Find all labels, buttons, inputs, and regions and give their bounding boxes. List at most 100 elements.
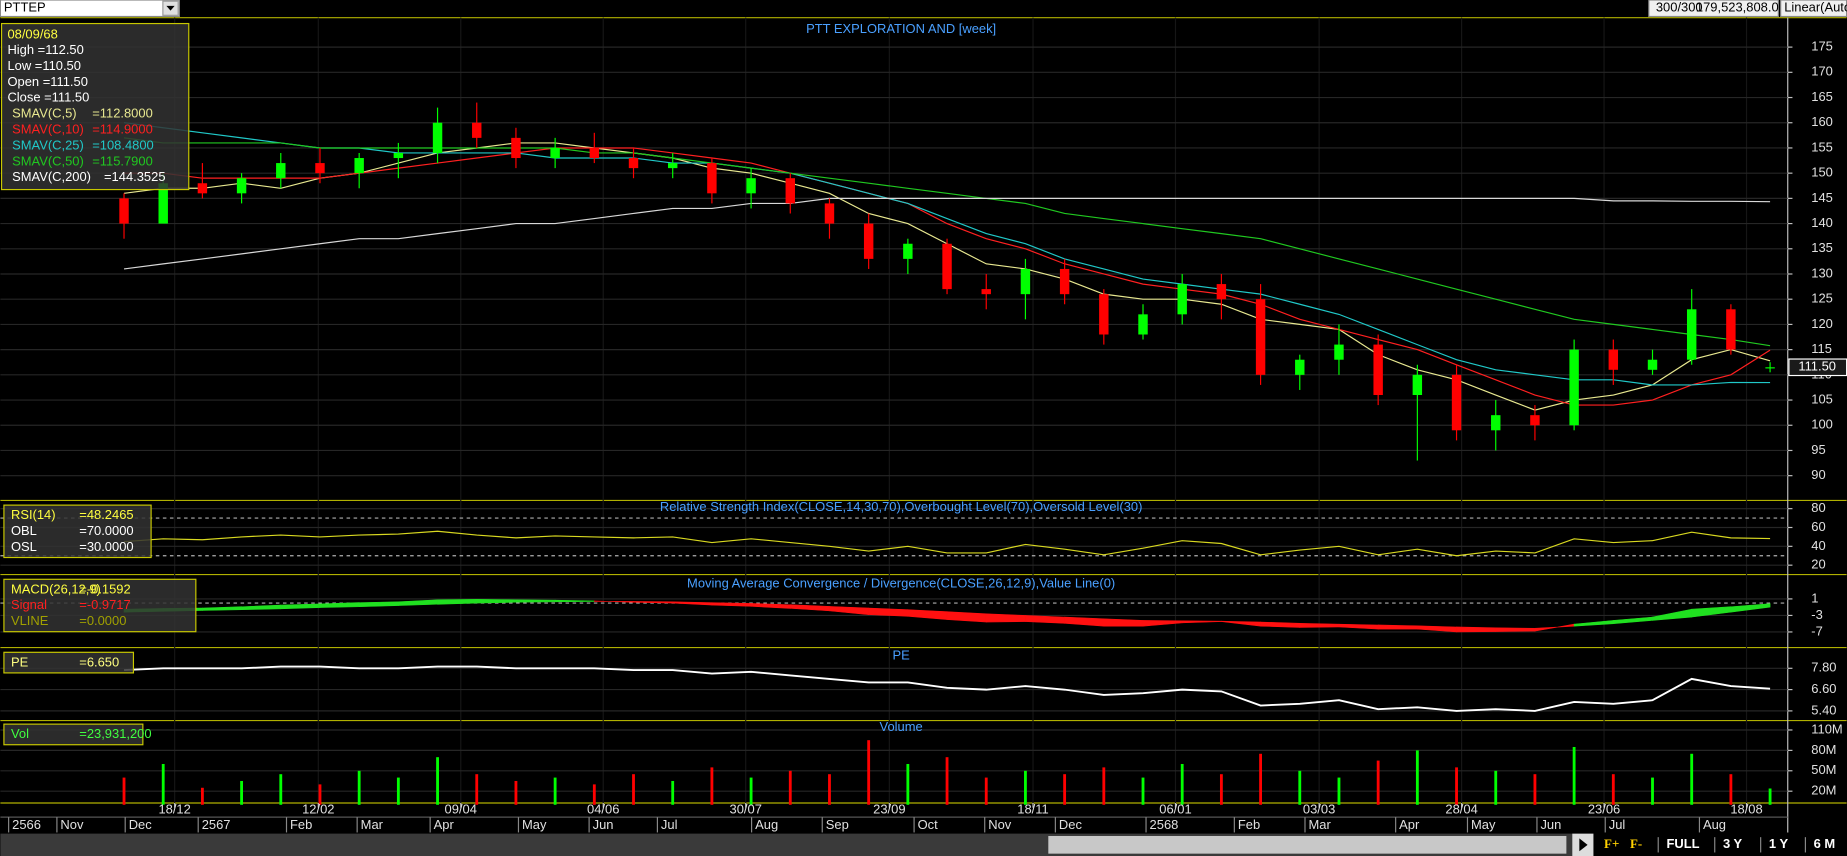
- range-button[interactable]: 6 M: [1814, 836, 1836, 851]
- y-tick-label: 105: [1811, 391, 1833, 406]
- candle-body: [1216, 284, 1227, 300]
- volume-bar: [671, 780, 675, 805]
- volume-bar: [788, 770, 792, 805]
- legend-name: OBL: [11, 523, 37, 538]
- month-label: Apr: [1399, 817, 1420, 832]
- volume-bar: [1494, 770, 1498, 805]
- macd-band: [1299, 623, 1340, 628]
- volume-bar: [279, 774, 283, 805]
- y-tick-label: 40: [1811, 538, 1825, 553]
- volume-bar: [240, 780, 244, 805]
- candle-body: [1608, 349, 1619, 370]
- month-label: Aug: [1703, 817, 1726, 832]
- info-line: Open =111.50: [7, 74, 87, 89]
- y-tick-label: 120: [1811, 316, 1833, 331]
- legend-name: Vol: [11, 726, 29, 741]
- month-label: Apr: [434, 817, 455, 832]
- month-label: May: [1471, 817, 1496, 832]
- date-label: 18/12: [158, 802, 190, 817]
- month-label: Jul: [1609, 817, 1626, 832]
- y-tick-label: 7.80: [1811, 660, 1836, 675]
- month-label: Feb: [290, 817, 312, 832]
- y-tick-label: 5.40: [1811, 702, 1836, 717]
- macd-band: [1495, 627, 1536, 632]
- macd-band: [1377, 624, 1418, 630]
- date-label: 03/03: [1303, 802, 1335, 817]
- volume-bar: [632, 774, 635, 805]
- y-tick-label: 110M: [1811, 721, 1842, 736]
- month-label: 2568: [1150, 817, 1179, 832]
- candle-body: [1491, 415, 1501, 431]
- month-label: Feb: [1238, 817, 1260, 832]
- volume-bar: [1141, 777, 1145, 805]
- volume-bar: [396, 777, 400, 805]
- pe-line: [123, 665, 1771, 712]
- date-label: 18/11: [1017, 802, 1048, 817]
- date-label: 04/06: [587, 802, 619, 817]
- volume-bar: [749, 777, 753, 805]
- status-box: [1648, 0, 1779, 18]
- last-price-label: 111.50: [1798, 359, 1836, 374]
- scale-text: Linear(Auto: [1784, 0, 1847, 15]
- volume-bar: [1337, 777, 1341, 805]
- candle-body: [393, 152, 404, 159]
- macd-band: [476, 599, 517, 604]
- candle-body: [432, 122, 443, 153]
- candle-body: [197, 183, 208, 194]
- candle-body: [1686, 309, 1697, 360]
- volume-bar: [436, 757, 439, 805]
- volume-bar: [1651, 777, 1654, 805]
- candle-body: [119, 198, 129, 224]
- volume-bar: [553, 777, 557, 805]
- macd-band: [985, 613, 1026, 623]
- y-tick-label: 155: [1811, 139, 1833, 154]
- legend-value: =0.0000: [79, 613, 126, 628]
- volume-bar: [1102, 767, 1106, 805]
- month-label: Sep: [826, 817, 849, 832]
- month-label: May: [522, 817, 547, 832]
- y-tick-label: 140: [1811, 215, 1833, 230]
- info-line: Low =110.50: [7, 58, 81, 73]
- range-button[interactable]: 3 Y: [1723, 836, 1743, 851]
- month-label: Dec: [1059, 817, 1083, 832]
- symbol-box[interactable]: [0, 0, 180, 18]
- macd-band: [1730, 603, 1771, 613]
- volume-bar: [1063, 774, 1067, 805]
- macd-band: [868, 607, 909, 617]
- legend-value: =30.0000: [79, 539, 133, 554]
- candle-body: [942, 243, 952, 290]
- volume-bar: [945, 757, 949, 805]
- candle-body: [1020, 268, 1031, 295]
- y-tick-label: 20: [1811, 557, 1825, 572]
- y-tick-label: 50M: [1811, 762, 1836, 777]
- zoom-button: F+: [1604, 836, 1619, 851]
- volume-bar: [1180, 763, 1184, 805]
- volume-bar: [1690, 753, 1694, 805]
- range-button[interactable]: FULL: [1666, 836, 1699, 851]
- y-tick-label: 150: [1811, 165, 1833, 180]
- scrollbar-thumb[interactable]: [1048, 835, 1567, 854]
- candle-body: [863, 223, 874, 259]
- candle-body: [1569, 349, 1579, 426]
- info-line: High =112.50: [7, 42, 83, 57]
- legend-value: =108.4800: [92, 137, 154, 152]
- volume-bar: [828, 774, 831, 805]
- candle-body: [1138, 314, 1148, 335]
- volume-bar: [1768, 788, 1772, 805]
- macd-band: [358, 601, 399, 608]
- candle-body: [1765, 367, 1775, 369]
- candle-body: [981, 289, 991, 295]
- range-button[interactable]: 1 Y: [1769, 836, 1789, 851]
- candle-body: [1530, 415, 1540, 426]
- legend-name: SMAV(C,200): [12, 169, 91, 184]
- month-label: Mar: [361, 817, 384, 832]
- macd-band: [515, 599, 556, 603]
- date-label: 12/02: [302, 802, 334, 817]
- month-label: Jun: [593, 817, 614, 832]
- volume-bar: [1572, 746, 1576, 805]
- date-label: 23/06: [1588, 802, 1620, 817]
- legend-box: [3, 578, 197, 633]
- macd-band: [1456, 626, 1497, 633]
- candle-body: [903, 243, 913, 259]
- candle-body: [236, 178, 247, 194]
